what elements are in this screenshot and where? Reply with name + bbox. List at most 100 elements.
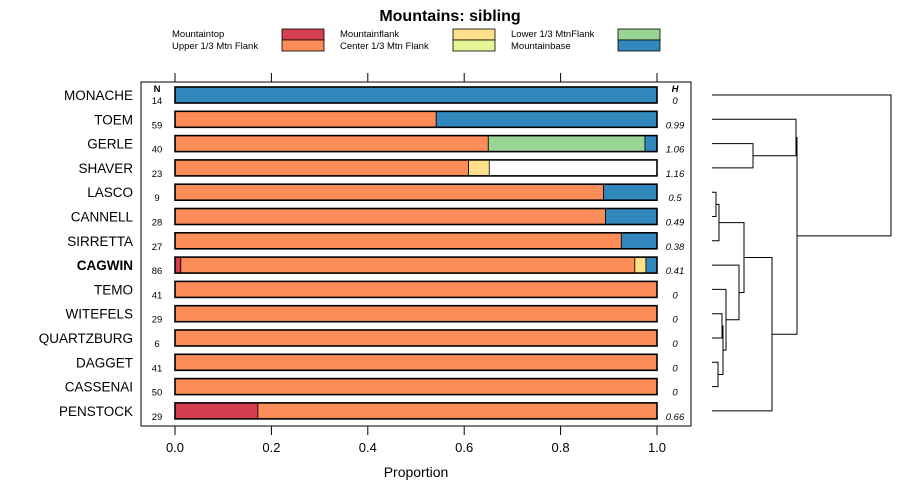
bar-segment [174,256,182,274]
bar-outline [174,329,658,347]
row-n-value: 86 [152,266,163,277]
dendrogram-branch [712,143,754,169]
row-label: LASCO [87,185,133,200]
row-h-value: 0 [672,315,678,326]
bar-outline [174,304,658,323]
bar-segment [174,208,606,225]
row-label: QUARTZBURG [39,331,133,346]
row-h-value: 0 [672,339,678,350]
bar-segment [174,135,489,153]
bar-segment [645,256,658,274]
h-column-header: H [672,84,680,95]
row-n-value: 50 [152,388,163,399]
row-h-value: 0.41 [666,266,685,277]
bar-segment [174,183,604,201]
dendrogram-branch [712,361,719,388]
x-tick-label: 0.0 [166,440,184,455]
legend-swatch [281,39,325,52]
legend-label: Mountainflank [340,29,399,40]
row-label: SIRRETTA [67,234,133,249]
legend-label: Center 1/3 Mtn Flank [340,41,429,52]
legend-label: Upper 1/3 Mtn Flank [172,41,258,52]
row-h-value: 0 [672,290,678,301]
bar-rows: MONACHE 14 0 TOEM 59 0.99 GERLE 40 1.06 SHAVER 23 1… [39,86,685,423]
row-h-value: 0.5 [668,193,682,204]
bar-outline [174,256,658,274]
bar-segment [174,378,658,396]
row-n-value: 40 [152,145,163,156]
n-column-header: N [154,84,161,95]
row-h-value: 0.49 [666,218,685,229]
bar-segment [620,232,658,250]
row-n-value: 27 [152,242,163,253]
bar-segment [603,183,658,201]
dendrogram-branch [712,94,892,237]
row-n-value: 6 [154,339,159,350]
legend-swatch [281,28,325,41]
bar-segment [435,110,658,128]
bar-outline [174,353,658,372]
legend-label: Lower 1/3 MtnFlank [511,29,595,40]
bar-outline [174,110,658,129]
row-label: TEMO [94,282,133,297]
dendrogram-branch [772,137,798,335]
row-label: PENSTOCK [59,404,133,419]
bar-outline [174,86,658,104]
row-label: TOEM [94,112,133,127]
row-label: CAGWIN [77,258,133,273]
dendrogram-branch [719,222,745,293]
x-tick-label: 0.2 [262,440,280,455]
bar-segment [174,305,658,323]
bar-segment [634,256,647,274]
bar-segment [257,402,658,420]
bar-segment [605,208,658,225]
bar-segment [644,135,658,153]
legend-label: Mountainbase [511,41,571,52]
row-h-value: 0.66 [666,412,685,423]
bar-outline [174,207,658,226]
bar-outline [174,183,658,201]
bar-outline [174,232,658,250]
row-n-value: 9 [154,193,159,204]
row-label: WITEFELS [65,307,133,322]
row-h-value: 0.99 [666,120,685,131]
row-n-value: 28 [152,218,163,229]
dendrogram-branch [712,118,797,157]
bar-outline [174,402,658,420]
row-label: GERLE [87,137,133,152]
row-n-value: 59 [152,120,163,131]
dendrogram-branch [712,191,717,217]
row-h-value: 0 [672,388,678,399]
legend-swatch [452,28,496,41]
row-label: CASSENAI [65,380,133,395]
row-n-value: 23 [152,169,163,180]
row-h-value: 0.38 [666,242,685,253]
x-tick-label: 0.4 [359,440,377,455]
bar-segment [180,256,636,274]
legend-label: Mountaintop [172,29,224,40]
row-label: MONACHE [64,88,133,103]
legend-swatch [617,28,661,41]
bar-segment [174,86,658,104]
bar-segment [174,353,658,371]
bar-segment [174,329,658,347]
row-label: CANNELL [71,210,134,225]
chart-title: Mountains: sibling [379,8,520,25]
row-n-value: 29 [152,412,163,423]
dendrogram-branch [712,288,727,351]
bar-segment [174,402,259,420]
bar-segment [468,159,490,177]
row-n-value: 29 [152,315,163,326]
bar-segment [174,110,437,128]
plot-frame [140,81,692,427]
x-tick-label: 1.0 [648,440,666,455]
row-h-value: 1.06 [666,145,685,156]
dendrogram [712,94,892,412]
bar-outline [174,134,658,153]
row-n-value: 41 [152,290,163,301]
x-axis: 0.0 0.2 0.4 0.6 0.8 1.0 [166,73,666,455]
legend-swatch [452,39,496,52]
row-label: SHAVER [78,161,133,176]
